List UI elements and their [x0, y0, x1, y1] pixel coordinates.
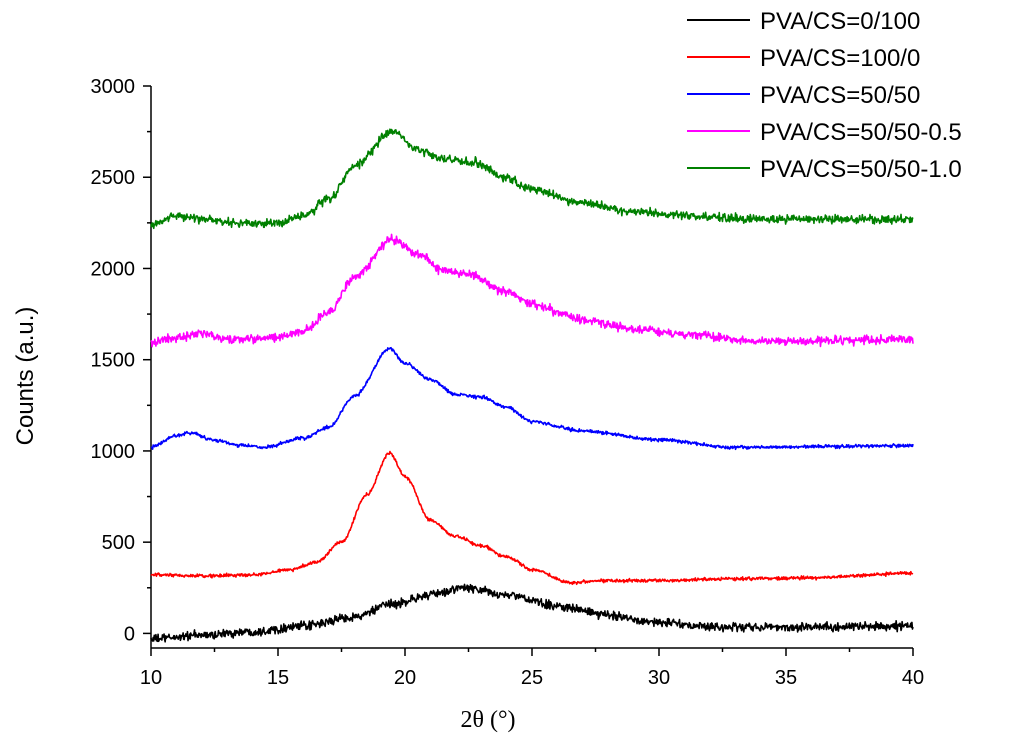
x-tick-label: 30 [648, 667, 670, 689]
y-tick-label: 0 [124, 623, 135, 645]
x-tick-label: 10 [140, 667, 162, 689]
legend: PVA/CS=0/100 PVA/CS=100/0 PVA/CS=50/50 PVA/… [687, 8, 962, 183]
y-axis-title: Counts (a.u.) [12, 307, 39, 446]
axes-layer: 10 15 20 25 30 35 40 0 500 1000 1500 2000 2500 3000 [91, 76, 925, 689]
legend-label-5: PVA/CS=50/50-1.0 [760, 156, 962, 183]
y-tick-label: 1500 [91, 350, 136, 372]
y-tick-label: 2000 [91, 258, 136, 280]
series-line-5 [150, 128, 914, 230]
legend-label-3: PVA/CS=50/50 [760, 82, 920, 109]
series-layer [150, 128, 914, 643]
series-line-3 [150, 346, 914, 451]
series-line-2 [150, 450, 914, 586]
x-tick-label: 15 [267, 667, 289, 689]
series-line-1 [150, 583, 914, 643]
legend-label-2: PVA/CS=100/0 [760, 45, 920, 72]
x-tick-label: 25 [521, 667, 543, 689]
legend-label-4: PVA/CS=50/50-0.5 [760, 119, 962, 146]
y-tick-label: 3000 [91, 76, 136, 98]
series-line-4 [150, 233, 914, 348]
x-tick-label: 20 [394, 667, 416, 689]
y-tick-label: 2500 [91, 167, 136, 189]
x-tick-label: 40 [902, 667, 924, 689]
legend-label-1: PVA/CS=0/100 [760, 8, 920, 35]
y-tick-label: 500 [102, 532, 135, 554]
y-tick-label: 1000 [91, 441, 136, 463]
x-axis-title: 2θ (°) [460, 707, 515, 733]
x-tick-label: 35 [775, 667, 797, 689]
